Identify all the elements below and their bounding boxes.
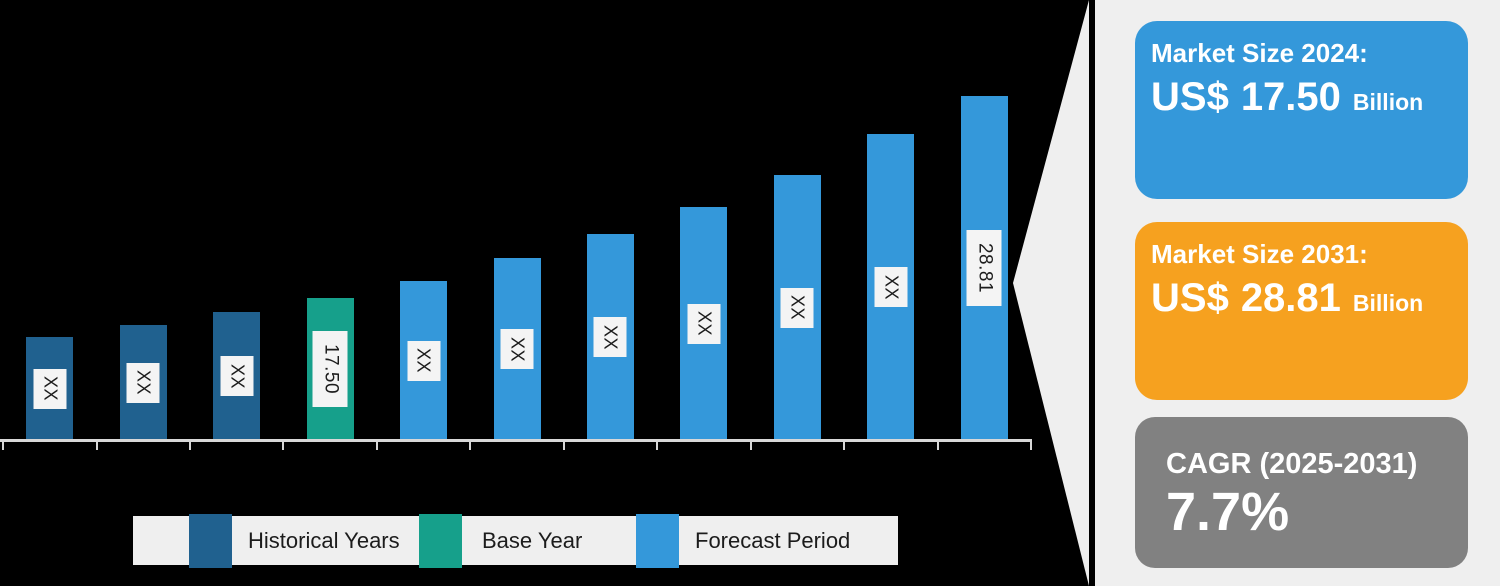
legend-swatch-base [419, 514, 462, 568]
x-axis-tick [843, 442, 846, 450]
bar-forecast-11: 28.81 [960, 96, 1008, 440]
bar-value-text: XX [227, 363, 248, 389]
bar-value-label: XX [874, 267, 908, 307]
bar-value-label: 28.81 [966, 230, 1002, 306]
legend-label-historical: Historical Years [248, 527, 400, 553]
bar-value-label: XX [407, 340, 440, 381]
bar-forecast-8: XX [680, 207, 728, 440]
cagr-card: CAGR (2025-2031) 7.7% [1135, 417, 1468, 568]
bar-value-label: XX [593, 317, 627, 357]
card-2031-unit: Billion [1352, 290, 1424, 316]
cagr-card-value: 7.7% [1166, 482, 1290, 542]
card-2024-currency: US$ [1151, 75, 1229, 119]
bar-value-text: XX [881, 274, 902, 300]
legend-label-base: Base Year [482, 527, 583, 553]
bar-historical-2: XX [119, 325, 167, 440]
x-axis-tick [375, 442, 378, 450]
bar-value-label: XX [780, 287, 814, 328]
bar-value-label: 17.50 [312, 331, 348, 407]
bar-forecast-9: XX [773, 175, 821, 440]
bar-value-label: XX [220, 356, 254, 396]
bar-value-text: XX [787, 294, 808, 321]
bar-value-label: XX [687, 303, 721, 344]
bar-value-text: 28.81 [974, 242, 996, 294]
card-2024-unit: Billion [1352, 89, 1424, 115]
x-axis-line [0, 439, 1032, 442]
legend: Historical Years Base Year Forecast Period [133, 514, 898, 568]
x-axis-tick [188, 442, 191, 450]
bar-forecast-6: XX [493, 258, 541, 440]
x-axis-tick [562, 442, 565, 450]
bar-value-text: XX [133, 369, 154, 396]
x-axis-tick [936, 442, 939, 450]
x-axis-tick [2, 442, 4, 450]
bar-value-label: XX [126, 362, 160, 403]
bar-base-4: 17.50 [306, 298, 354, 440]
bar-value-label: XX [33, 368, 67, 409]
bar-value-text: XX [413, 347, 434, 374]
bar-value-text: XX [600, 324, 621, 350]
bar-value-label: XX [500, 329, 534, 369]
card-2031-title: Market Size 2031: [1151, 239, 1368, 269]
bar-value-text: 17.50 [320, 343, 342, 395]
x-axis-tick [656, 442, 659, 450]
card-2024-title: Market Size 2024: [1151, 38, 1368, 68]
legend-swatch-forecast [636, 514, 679, 568]
bar-value-text: XX [40, 375, 61, 402]
x-axis-tick [1030, 442, 1032, 450]
bar-chart: XX XX XX 17.50 XX XX XX XX XX XX 28.81 [0, 96, 1032, 450]
card-2024-value-row: US$ 17.50 Billion [1151, 75, 1452, 119]
legend-label-forecast: Forecast Period [695, 527, 851, 553]
cagr-card-title: CAGR (2025-2031) [1166, 448, 1418, 480]
bar-forecast-5: XX [400, 281, 447, 440]
bar-value-text: XX [507, 336, 528, 362]
bar-value-text: XX [694, 310, 715, 337]
bar-forecast-10: XX [867, 134, 915, 440]
market-size-2024-card: Market Size 2024: US$ 17.50 Billion [1135, 21, 1468, 199]
card-2031-value: 28.81 [1240, 276, 1341, 320]
x-axis-tick [469, 442, 472, 450]
chevron-pointer-shape [1013, 0, 1089, 586]
card-2031-currency: US$ [1151, 276, 1229, 320]
legend-swatch-historical [189, 514, 232, 568]
bar-historical-3: XX [213, 312, 261, 440]
bar-historical-1: XX [26, 337, 74, 440]
market-size-2031-card: Market Size 2031: US$ 28.81 Billion [1135, 222, 1468, 400]
x-axis-tick [282, 442, 285, 450]
x-axis-tick [95, 442, 98, 450]
summary-panel: Market Size 2024: US$ 17.50 Billion Mark… [1095, 0, 1500, 586]
chevron-polygon [1013, 0, 1089, 586]
bar-forecast-7: XX [586, 234, 634, 440]
card-2031-value-row: US$ 28.81 Billion [1151, 276, 1452, 320]
x-axis-tick [749, 442, 752, 450]
card-2024-value: 17.50 [1240, 75, 1341, 119]
